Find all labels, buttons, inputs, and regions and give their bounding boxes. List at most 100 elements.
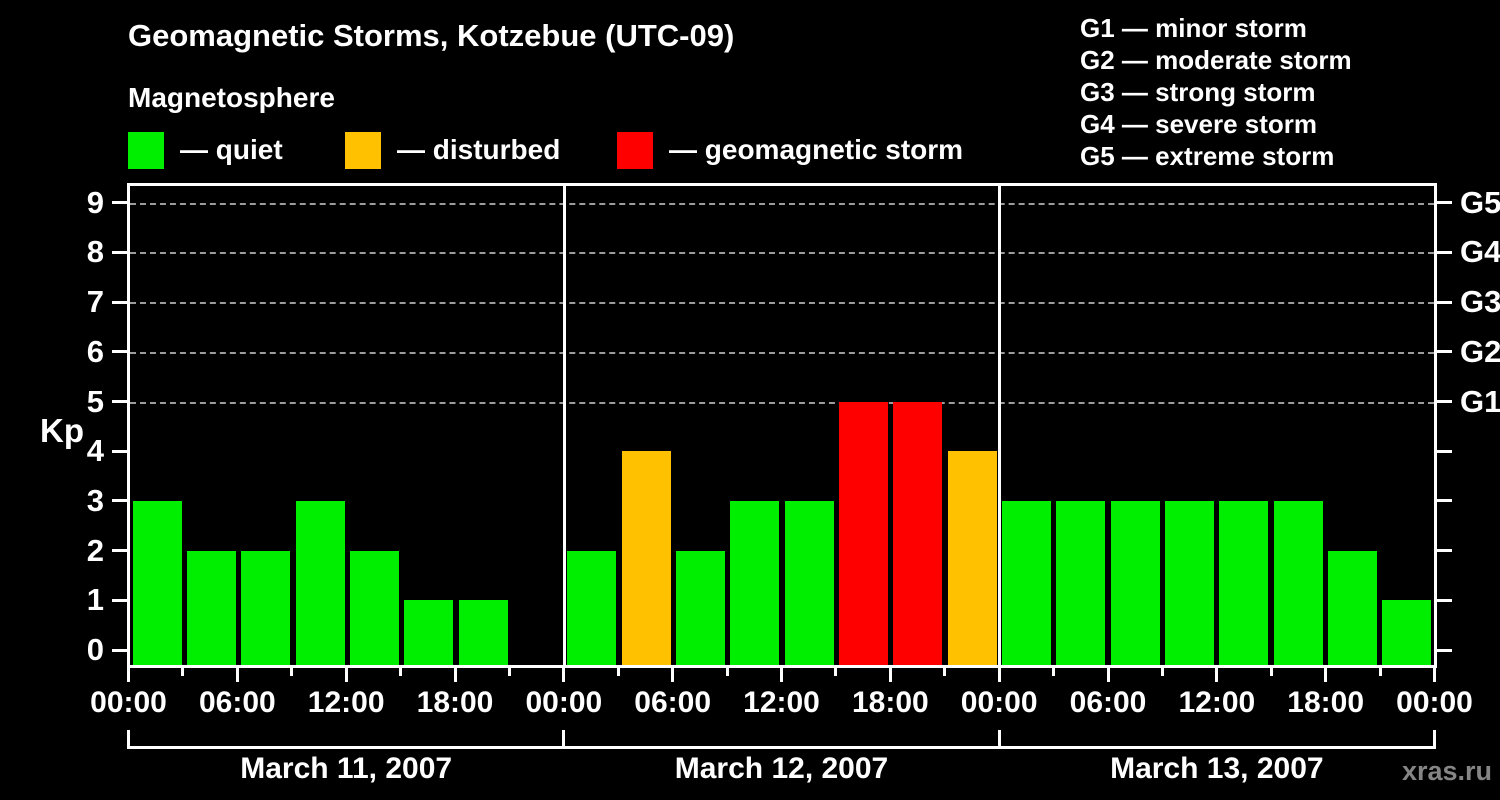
y-axis-tick-label: 3 bbox=[86, 482, 104, 518]
x-axis-tick bbox=[507, 668, 511, 676]
legend-label: — quiet bbox=[180, 134, 283, 165]
g-axis-tick bbox=[1437, 648, 1452, 652]
x-axis-tick bbox=[671, 668, 675, 682]
kp-bar bbox=[1273, 500, 1323, 665]
date-label: March 13, 2007 bbox=[1110, 752, 1324, 785]
g-axis-tick-label: G1 bbox=[1460, 383, 1500, 419]
legend-label: — geomagnetic storm bbox=[669, 134, 964, 165]
x-axis-time-label: 18:00 bbox=[1287, 686, 1365, 719]
legend-item-quiet: — quiet bbox=[128, 130, 283, 170]
kp-bar bbox=[186, 550, 236, 665]
g-scale-legend-line: G3 — strong storm bbox=[1080, 77, 1316, 107]
kp-bar bbox=[784, 500, 834, 665]
g-axis-tick bbox=[1437, 499, 1452, 503]
x-axis-tick bbox=[943, 668, 947, 676]
g-axis-tick bbox=[1437, 400, 1452, 403]
y-axis-tick bbox=[112, 350, 127, 354]
x-axis-time-label: 00:00 bbox=[90, 686, 167, 719]
y-axis-tick-label: 1 bbox=[86, 582, 104, 618]
kp-bar bbox=[1382, 600, 1432, 665]
kp-bar bbox=[730, 500, 780, 665]
y-axis-tick-label: 7 bbox=[86, 284, 104, 320]
g-axis-tick bbox=[1437, 449, 1452, 453]
kp-bar bbox=[675, 550, 725, 665]
x-axis-time-label: 00:00 bbox=[1396, 686, 1473, 719]
gridline-kp-9 bbox=[130, 202, 1434, 205]
kp-bar bbox=[1001, 500, 1051, 665]
x-axis-tick bbox=[997, 668, 1001, 682]
date-label: March 12, 2007 bbox=[674, 752, 889, 785]
y-axis-tick-label: 9 bbox=[86, 184, 104, 220]
g-axis-tick bbox=[1437, 201, 1452, 205]
day-separator bbox=[563, 186, 567, 665]
day-bracket-line bbox=[128, 746, 1435, 749]
x-axis-time-label: 06:00 bbox=[634, 686, 712, 719]
kp-bar bbox=[1056, 500, 1106, 665]
x-axis-tick bbox=[453, 668, 457, 682]
kp-bar bbox=[1219, 500, 1269, 665]
x-axis-tick bbox=[1106, 668, 1110, 682]
disturbed-swatch-icon bbox=[345, 131, 381, 169]
y-axis-tick bbox=[112, 300, 127, 304]
g-axis-tick bbox=[1437, 250, 1452, 254]
y-axis-tick bbox=[112, 201, 127, 205]
g-axis-tick-label: G5 bbox=[1460, 184, 1500, 220]
quiet-swatch-icon bbox=[128, 131, 164, 169]
x-axis-time-label: 06:00 bbox=[198, 686, 276, 719]
g-scale-legend-line: G1 — minor storm bbox=[1080, 13, 1307, 43]
x-axis-tick bbox=[888, 668, 892, 682]
x-axis-tick bbox=[1324, 668, 1328, 682]
g-scale-legend-line: G5 — extreme storm bbox=[1080, 141, 1335, 171]
kp-bar bbox=[458, 600, 508, 665]
y-axis-tick-label: 8 bbox=[86, 234, 104, 270]
kp-bar bbox=[947, 451, 997, 665]
x-axis-time-label: 12:00 bbox=[307, 686, 385, 719]
x-axis-time-label: 00:00 bbox=[960, 686, 1038, 719]
g-scale-legend-line: G2 — moderate storm bbox=[1080, 45, 1352, 75]
x-axis-tick bbox=[1215, 668, 1219, 682]
storm-swatch-icon bbox=[617, 131, 653, 169]
kp-bar bbox=[1327, 550, 1377, 665]
x-axis-tick bbox=[181, 668, 185, 676]
g-axis-tick-label: G2 bbox=[1460, 333, 1500, 369]
x-axis-tick bbox=[1269, 668, 1273, 676]
kp-bar bbox=[838, 401, 888, 665]
x-axis-time-label: 18:00 bbox=[416, 686, 494, 719]
y-axis-tick bbox=[112, 499, 127, 503]
y-axis-tick-label: 4 bbox=[86, 433, 104, 469]
y-axis-tick bbox=[112, 549, 127, 553]
g-axis-tick bbox=[1437, 350, 1452, 354]
day-bracket-tick bbox=[127, 730, 130, 749]
kp-bar bbox=[241, 550, 291, 665]
y-axis-tick bbox=[112, 250, 127, 254]
kp-bar bbox=[567, 550, 617, 665]
legend-item-disturbed: — disturbed bbox=[345, 130, 560, 170]
x-axis-tick bbox=[1160, 668, 1164, 676]
g-axis-tick-label: G3 bbox=[1460, 284, 1500, 320]
kp-bar bbox=[349, 550, 399, 665]
y-axis-tick bbox=[112, 648, 127, 652]
gridline-kp-8 bbox=[130, 252, 1434, 255]
x-axis-tick bbox=[562, 668, 566, 682]
kp-bar bbox=[893, 401, 943, 665]
day-separator bbox=[997, 186, 1001, 665]
y-axis-tick-label: 2 bbox=[86, 532, 104, 568]
y-axis-tick bbox=[112, 598, 127, 602]
x-axis-tick bbox=[127, 668, 130, 682]
plot-area bbox=[127, 183, 1437, 668]
y-axis-tick bbox=[112, 449, 127, 453]
x-axis-time-label: 12:00 bbox=[743, 686, 820, 719]
x-axis-tick bbox=[834, 668, 838, 676]
legend-item-storm: — geomagnetic storm bbox=[617, 130, 963, 170]
g-scale-legend-line: G4 — severe storm bbox=[1080, 109, 1318, 139]
x-axis-tick bbox=[344, 668, 348, 682]
kp-bar bbox=[621, 451, 671, 665]
x-axis-time-label: 06:00 bbox=[1069, 686, 1147, 719]
gridline-kp-6 bbox=[130, 351, 1434, 354]
x-axis-time-label: 18:00 bbox=[851, 686, 929, 719]
y-axis-title: Kp bbox=[40, 412, 84, 449]
x-axis-tick bbox=[235, 668, 239, 682]
g-scale-legend: G1 — minor storm G2 — moderate storm G3 — … bbox=[1080, 12, 1352, 172]
kp-bar bbox=[1164, 500, 1214, 665]
